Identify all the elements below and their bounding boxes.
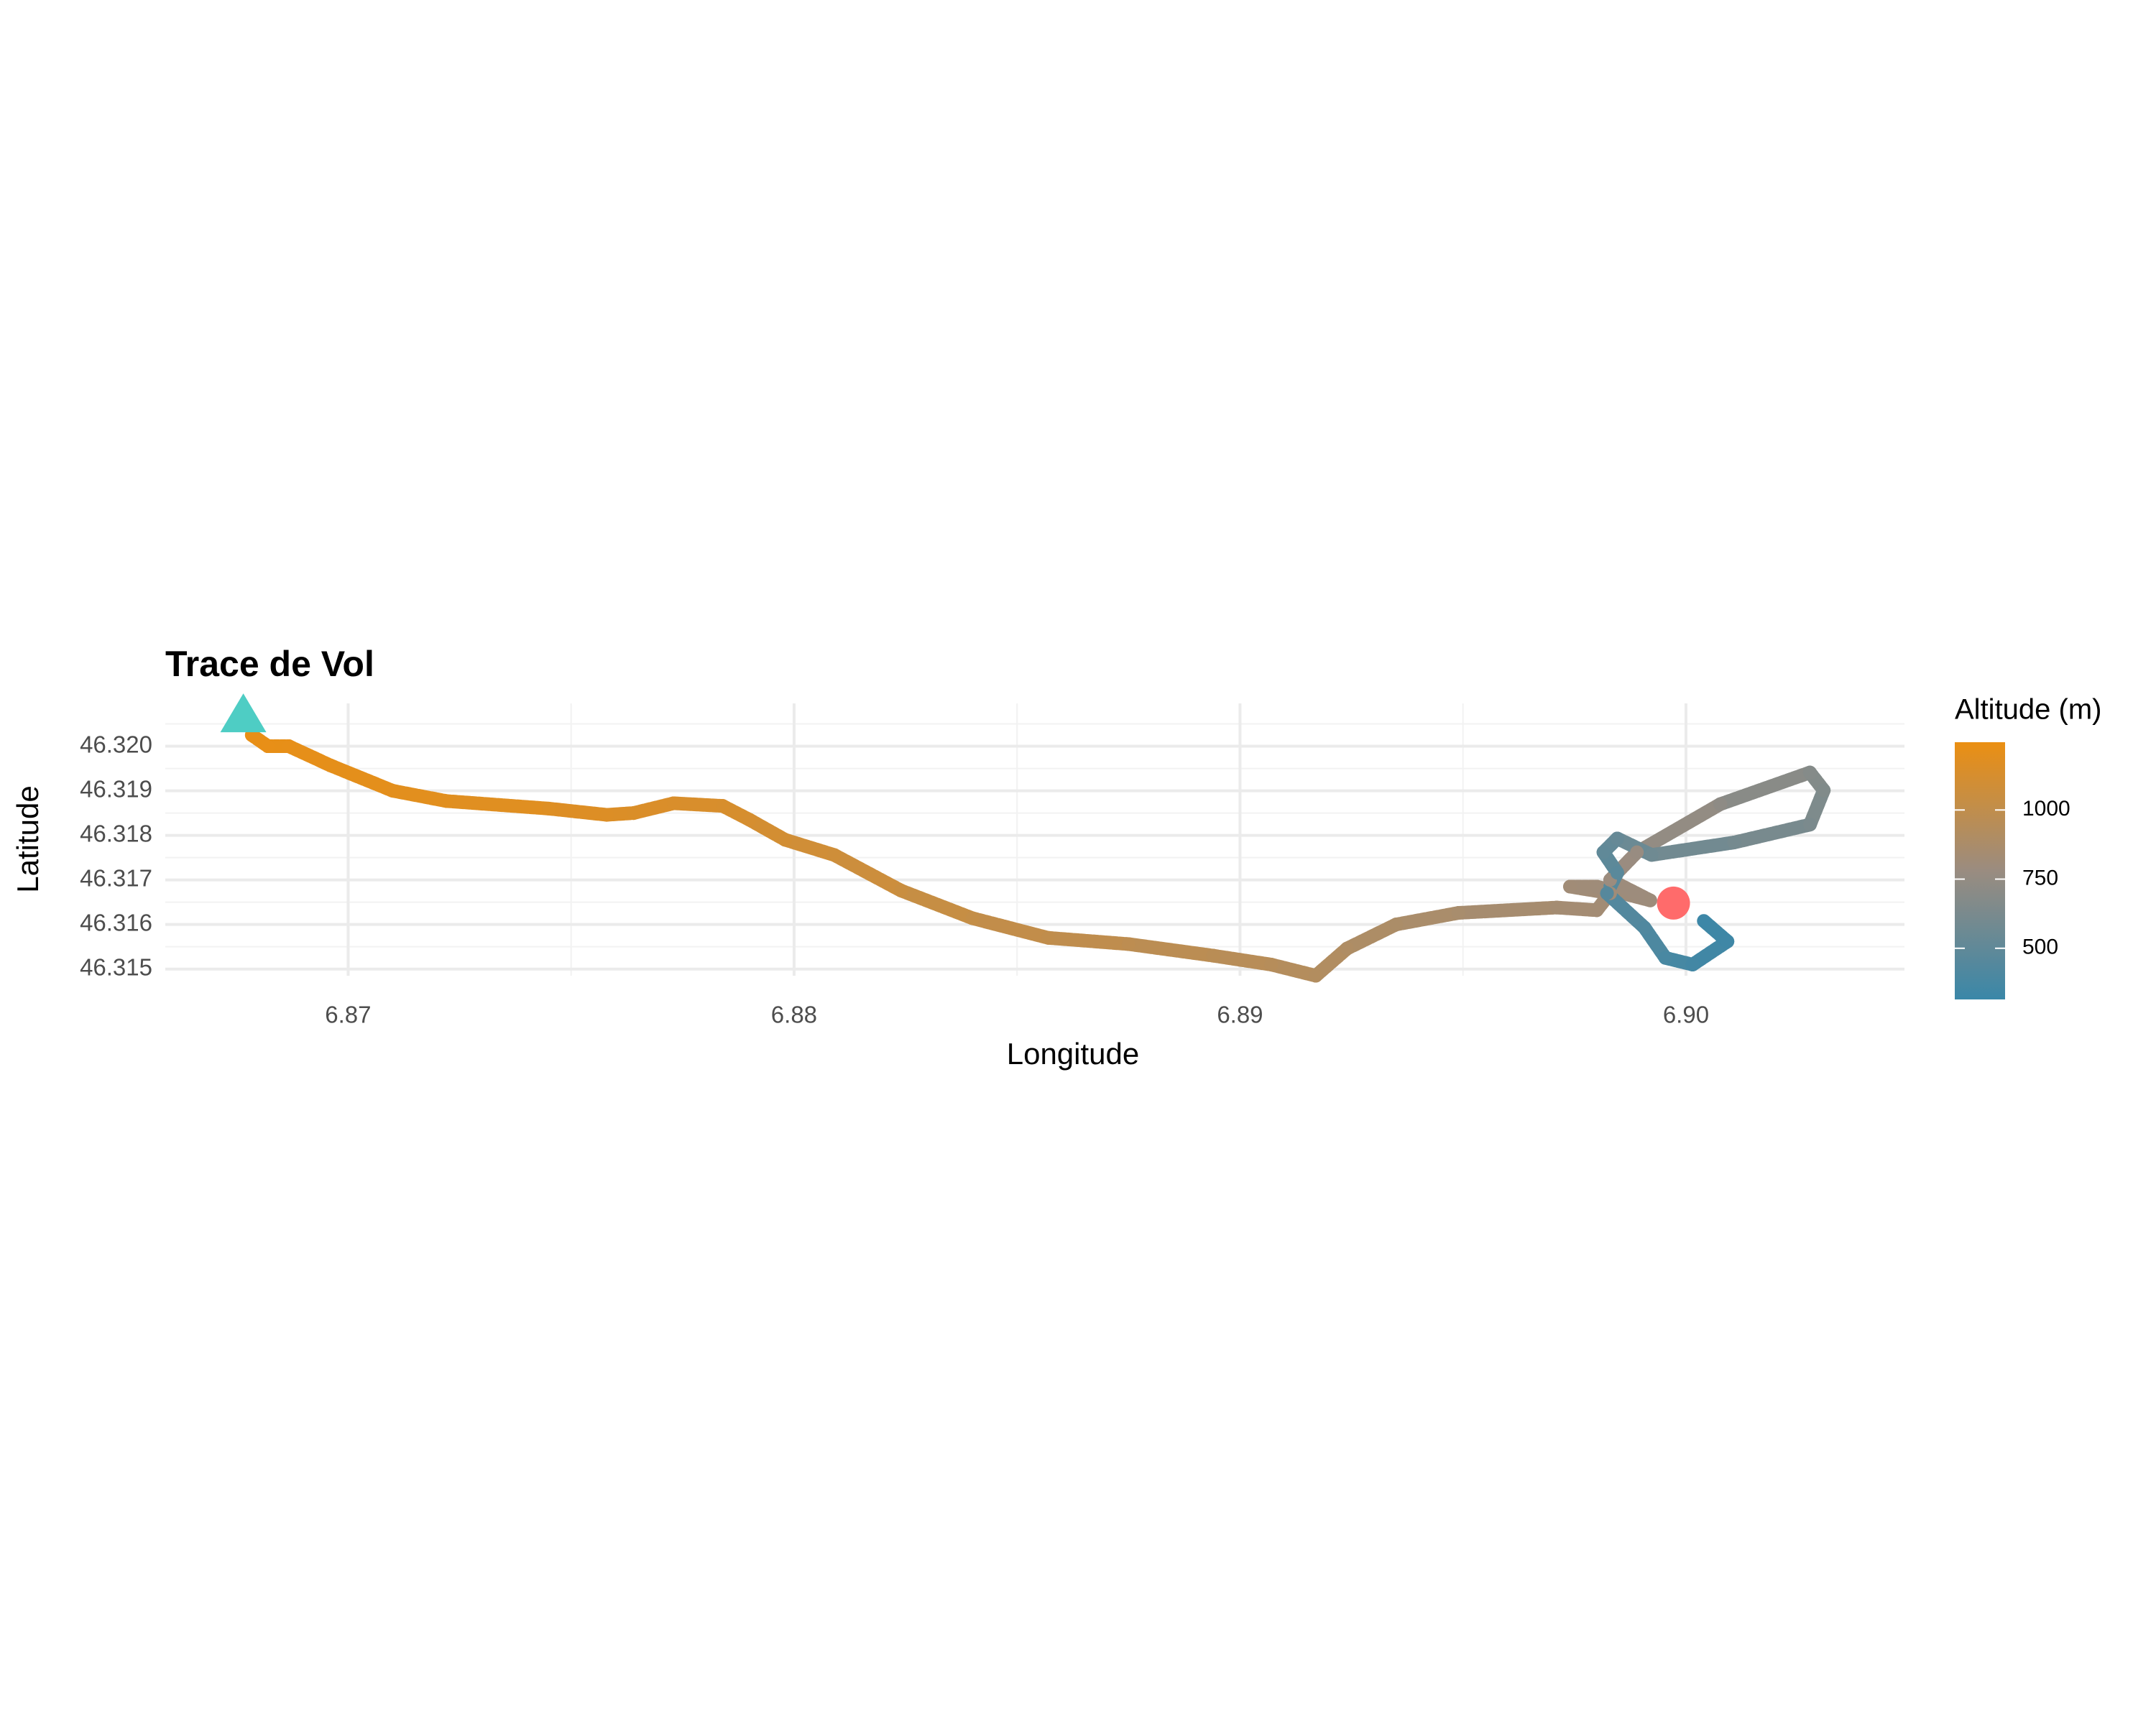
colorbar <box>1955 742 2005 999</box>
trace-segment <box>1389 906 1465 932</box>
trace-segment <box>542 801 614 822</box>
x-tick-label: 6.87 <box>325 1002 371 1028</box>
trace-point <box>1600 886 1614 900</box>
trace-point <box>1596 845 1611 859</box>
trace-segment <box>1451 900 1564 920</box>
trace-point <box>1685 957 1700 971</box>
trace-point <box>1802 765 1817 780</box>
trace-point <box>742 813 757 827</box>
trace-segment <box>1264 957 1323 983</box>
trace-point <box>1697 914 1711 928</box>
trace-point <box>1637 920 1651 935</box>
y-tick-label: 46.318 <box>80 820 152 846</box>
trace-point <box>778 833 793 847</box>
trace-point <box>1549 900 1564 915</box>
trace-point <box>1727 836 1741 850</box>
trace-segment <box>1644 836 1741 862</box>
trace-point <box>1309 969 1323 983</box>
trace-point <box>627 806 641 821</box>
trace-segment <box>894 884 980 925</box>
trace-point <box>894 884 908 898</box>
trace-point <box>323 758 338 772</box>
x-tick-label: 6.90 <box>1663 1002 1709 1028</box>
trace-segment <box>1630 797 1728 859</box>
trace-point <box>1644 848 1659 862</box>
trace-segment <box>1727 818 1817 850</box>
trace-point <box>1041 930 1056 945</box>
trace-segment <box>1340 918 1404 956</box>
trace-point <box>599 808 614 822</box>
trace-segment <box>827 848 908 898</box>
landing-marker <box>1657 886 1690 920</box>
trace-segment <box>1121 937 1220 963</box>
trace-point <box>716 799 730 813</box>
trace-point <box>1563 879 1577 894</box>
colorbar-tick-label: 1000 <box>2022 797 2070 821</box>
trace-point <box>1658 951 1672 965</box>
trace-point <box>1206 948 1220 963</box>
x-tick-label: 6.88 <box>771 1002 817 1028</box>
trace-point <box>439 794 453 808</box>
trace-segment <box>282 739 338 772</box>
trace-point <box>1451 906 1465 920</box>
trace-point <box>1720 934 1735 948</box>
grid <box>165 703 1904 976</box>
trace-point <box>827 848 842 862</box>
trace-segment <box>1041 930 1135 951</box>
colorbar-tick-label: 500 <box>2022 935 2058 959</box>
chart-title: Trace de Vol <box>165 644 374 684</box>
trace-segment <box>385 784 453 808</box>
trace-point <box>666 796 681 810</box>
trace-point <box>1340 941 1354 956</box>
launch-marker <box>220 693 267 733</box>
trace-point <box>1264 957 1279 971</box>
y-tick-label: 46.319 <box>80 775 152 802</box>
trace-point <box>1590 879 1604 894</box>
trace-point <box>1590 903 1604 918</box>
trace-point <box>1610 831 1624 846</box>
y-tick-label: 46.315 <box>80 953 152 980</box>
trace-segment <box>627 796 681 821</box>
trace <box>244 728 1831 983</box>
trace-segment <box>323 758 400 798</box>
trace-segment <box>1206 948 1279 971</box>
trace-segment <box>666 796 730 813</box>
trace-point <box>1121 937 1135 951</box>
trace-segment <box>1309 941 1354 983</box>
x-axis-label: Longitude <box>1007 1037 1140 1071</box>
trace-point <box>1802 818 1817 832</box>
trace-point <box>965 911 980 925</box>
x-tick-label: 6.89 <box>1217 1002 1263 1028</box>
trace-segment <box>439 794 556 816</box>
trace-point <box>1713 797 1728 811</box>
trace-point <box>542 801 556 816</box>
trace-point <box>1817 783 1831 798</box>
trace-point <box>282 739 296 754</box>
legend-title: Altitude (m) <box>1955 694 2102 726</box>
trace-point <box>261 739 275 754</box>
trace-point <box>1389 918 1404 932</box>
trace-point <box>1610 866 1624 880</box>
trace-segment <box>1713 765 1817 811</box>
trace-point <box>1630 845 1644 859</box>
colorbar-tick-label: 750 <box>2022 866 2058 890</box>
trace-point <box>1643 893 1657 907</box>
y-tick-label: 46.317 <box>80 864 152 891</box>
y-axis-label: Latitude <box>11 785 45 892</box>
trace-point <box>385 784 400 798</box>
trace-segment <box>965 911 1056 945</box>
y-tick-label: 46.320 <box>80 731 152 757</box>
trace-segment <box>778 833 842 862</box>
y-tick-label: 46.316 <box>80 909 152 935</box>
